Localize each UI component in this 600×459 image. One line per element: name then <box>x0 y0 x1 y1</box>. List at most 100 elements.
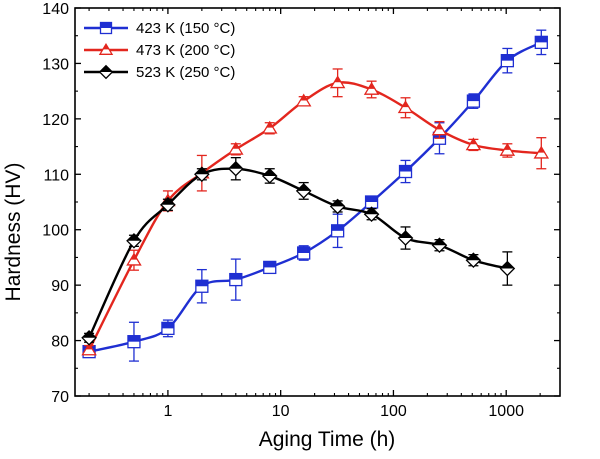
marker-triangle-fill <box>232 143 239 149</box>
data-point <box>297 246 311 260</box>
marker-diamond-fill <box>194 167 209 175</box>
marker-square-fill <box>229 273 242 280</box>
marker-diamond-fill <box>330 199 345 207</box>
marker-diamond-fill <box>228 161 243 169</box>
data-point <box>397 100 414 114</box>
legend-marker <box>98 42 114 55</box>
data-point <box>261 168 278 184</box>
data-point <box>533 145 550 159</box>
data-point <box>499 260 516 277</box>
marker-diamond-fill <box>161 197 175 205</box>
marker-square-fill <box>100 22 112 28</box>
y-tick-label: 140 <box>42 1 69 18</box>
legend-marker <box>98 64 114 80</box>
legend-entry-3: 523 K (250 °C) <box>84 64 235 81</box>
y-tick-label: 70 <box>51 389 69 406</box>
marker-triangle-fill <box>504 144 511 150</box>
y-tick-label: 90 <box>51 278 69 295</box>
y-tick-label: 130 <box>42 56 69 73</box>
marker-diamond-fill <box>364 207 379 215</box>
data-point <box>465 252 482 269</box>
x-tick-label: 100 <box>380 403 407 420</box>
marker-triangle-fill <box>334 76 341 83</box>
marker-square-fill <box>127 335 140 342</box>
data-point <box>431 237 448 254</box>
marker-square-fill <box>365 196 378 202</box>
marker-square-fill <box>331 224 344 231</box>
marker-square-fill <box>195 280 208 287</box>
data-point <box>329 75 346 89</box>
marker-diamond-fill <box>500 261 515 269</box>
data-point <box>194 166 210 183</box>
y-tick-label: 80 <box>51 334 69 351</box>
data-point <box>499 142 516 156</box>
legend-label: 523 K (250 °C) <box>136 64 235 81</box>
marker-diamond-fill <box>296 184 311 191</box>
marker-triangle-fill <box>130 253 137 260</box>
marker-square-fill <box>161 322 174 329</box>
data-point <box>126 232 142 249</box>
legend-marker <box>99 21 113 35</box>
marker-triangle-fill <box>300 94 307 101</box>
legend-label: 473 K (200 °C) <box>136 42 235 59</box>
y-axis-title: Hardness (HV) <box>2 163 25 302</box>
data-point <box>81 329 97 346</box>
x-axis-title: Aging Time (h) <box>259 428 396 451</box>
marker-diamond-outline <box>329 198 346 215</box>
marker-triangle-fill <box>368 83 375 89</box>
data-point <box>397 230 414 246</box>
y-tick-label: 110 <box>43 167 69 184</box>
x-tick-label: 1000 <box>488 403 524 420</box>
marker-diamond-fill <box>432 238 447 246</box>
marker-triangle-fill <box>538 146 545 153</box>
data-point <box>295 183 312 199</box>
marker-diamond-fill <box>127 233 141 241</box>
x-tick-label: 10 <box>272 403 290 420</box>
marker-diamond-fill <box>398 231 413 239</box>
data-point <box>261 120 278 134</box>
data-point <box>81 342 97 356</box>
y-tick-label: 120 <box>42 112 69 129</box>
data-point <box>465 137 482 151</box>
marker-square-fill <box>399 165 412 172</box>
legend-entry-1: 423 K (150 °C) <box>84 20 235 37</box>
data-point <box>228 141 244 155</box>
legend: 423 K (150 °C) 473 K (200 °C) 523 K (250 °… <box>84 20 235 81</box>
legend-label: 423 K (150 °C) <box>136 20 235 37</box>
series-3 <box>81 157 516 346</box>
marker-square-fill <box>263 261 276 268</box>
marker-triangle-fill <box>436 123 443 130</box>
data-point <box>466 94 481 108</box>
series-2 <box>81 68 550 356</box>
data-point <box>195 279 209 293</box>
data-point <box>363 206 380 223</box>
marker-square-fill <box>501 54 514 61</box>
legend-entry-2: 473 K (200 °C) <box>84 42 235 59</box>
data-point <box>161 321 175 336</box>
data-point <box>160 196 176 213</box>
marker-square-fill <box>467 95 480 102</box>
data-point <box>229 272 243 287</box>
data-point <box>227 160 244 177</box>
marker-diamond-fill <box>82 330 96 338</box>
marker-triangle-fill <box>266 121 273 128</box>
marker-triangle-fill <box>470 138 477 145</box>
marker-square-fill <box>297 246 310 253</box>
marker-triangle-fill <box>103 44 109 50</box>
data-point <box>398 164 413 179</box>
data-point <box>534 35 548 50</box>
data-point <box>363 81 380 95</box>
marker-diamond-fill <box>466 253 481 261</box>
data-point <box>127 335 141 349</box>
y-tick-label: 100 <box>42 223 69 240</box>
data-point <box>263 260 277 275</box>
data-point <box>364 195 379 209</box>
x-tick-label: 1 <box>163 403 172 420</box>
marker-square-fill <box>535 36 548 43</box>
marker-diamond-fill <box>99 65 113 72</box>
data-point <box>329 198 346 215</box>
data-point <box>126 252 142 266</box>
plot-layer <box>81 29 550 362</box>
